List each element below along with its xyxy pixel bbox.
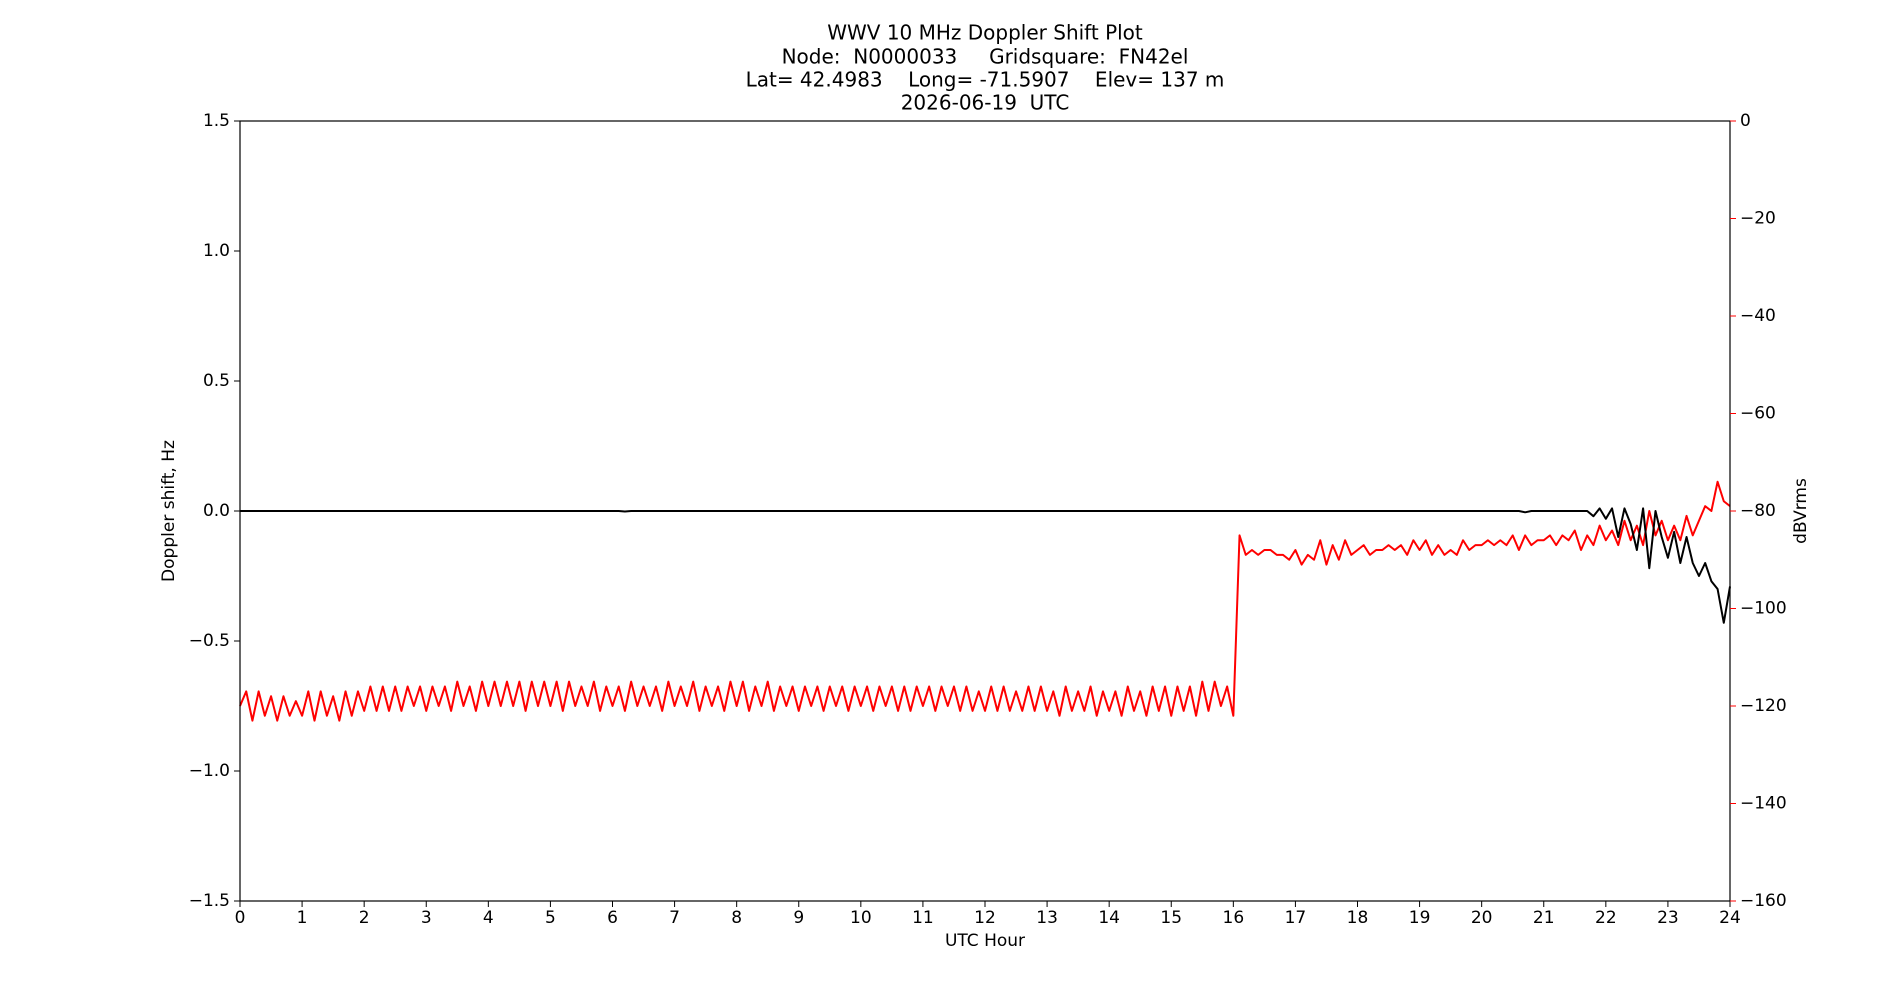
x-tick-label: 15 xyxy=(1160,908,1182,928)
y-tick-label: −1.5 xyxy=(189,891,230,911)
y2-tick-label: −120 xyxy=(1740,696,1787,716)
subtitle: Node: N0000033 Gridsquare: FN42el xyxy=(782,45,1189,69)
x-tick-label: 18 xyxy=(1347,908,1369,928)
x-tick-label: 7 xyxy=(669,908,680,928)
subtitle: Lat= 42.4983 Long= -71.5907 Elev= 137 m xyxy=(746,68,1225,92)
y-tick-label: 0.5 xyxy=(203,371,230,391)
y2-tick-label: 0 xyxy=(1740,111,1751,131)
x-tick-label: 5 xyxy=(545,908,556,928)
plot-area xyxy=(239,480,1731,722)
x-tick-label: 19 xyxy=(1409,908,1431,928)
y-tick-label: 1.0 xyxy=(203,241,230,261)
x-tick-label: 10 xyxy=(850,908,872,928)
x-tick-label: 8 xyxy=(731,908,742,928)
subtitle: 2026-06-19 UTC xyxy=(901,91,1070,115)
x-tick-label: 14 xyxy=(1098,908,1120,928)
y2-tick-label: −100 xyxy=(1740,599,1787,619)
y2-tick-label: −20 xyxy=(1740,209,1776,229)
x-tick-label: 17 xyxy=(1285,908,1307,928)
series-line xyxy=(239,480,1731,722)
x-tick-label: 2 xyxy=(359,908,370,928)
y2-tick-label: −40 xyxy=(1740,306,1776,326)
x-axis-label: UTC Hour xyxy=(945,931,1025,951)
y-tick-label: −1.0 xyxy=(189,761,230,781)
y2-axis-label: dBVrms xyxy=(1791,478,1811,544)
y2-tick-label: −160 xyxy=(1740,891,1787,911)
x-tick-label: 4 xyxy=(483,908,494,928)
x-tick-label: 12 xyxy=(974,908,996,928)
x-tick-label: 6 xyxy=(607,908,618,928)
series-line xyxy=(240,507,1731,624)
y-axis-label: Doppler shift, Hz xyxy=(159,440,179,582)
x-tick-label: 16 xyxy=(1223,908,1245,928)
x-tick-label: 9 xyxy=(793,908,804,928)
x-tick-label: 0 xyxy=(235,908,246,928)
y2-tick-label: −140 xyxy=(1740,794,1787,814)
y-tick-label: 1.5 xyxy=(203,111,230,131)
x-tick-label: 22 xyxy=(1595,908,1617,928)
y-tick-label: 0.0 xyxy=(203,501,230,521)
x-tick-label: 24 xyxy=(1719,908,1741,928)
y-tick-label: −0.5 xyxy=(189,631,230,651)
x-tick-label: 3 xyxy=(421,908,432,928)
x-tick-label: 13 xyxy=(1036,908,1058,928)
y2-tick-label: −60 xyxy=(1740,404,1776,424)
x-tick-label: 20 xyxy=(1471,908,1493,928)
x-tick-label: 11 xyxy=(912,908,934,928)
x-tick-label: 23 xyxy=(1657,908,1679,928)
y2-tick-label: −80 xyxy=(1740,501,1776,521)
x-tick-label: 1 xyxy=(297,908,308,928)
x-tick-label: 21 xyxy=(1533,908,1555,928)
chart-title: WWV 10 MHz Doppler Shift Plot xyxy=(827,21,1143,45)
